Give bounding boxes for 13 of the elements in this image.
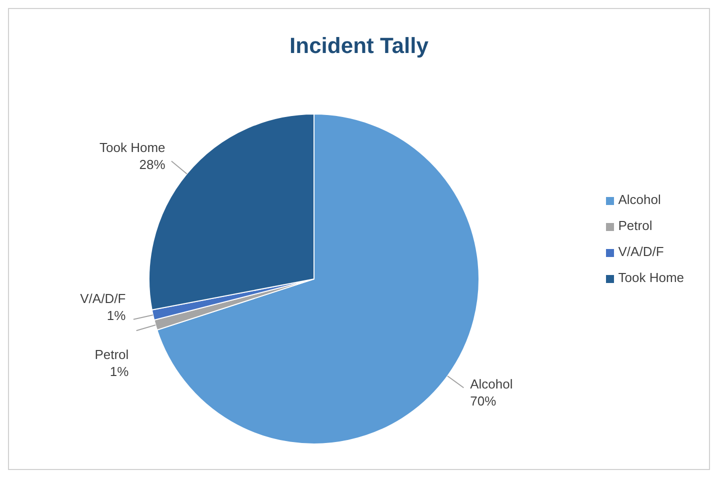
legend-label: V/A/D/F: [618, 244, 664, 259]
data-label: 1%: [106, 308, 126, 324]
slice-label: Petrol: [94, 346, 129, 362]
legend-label: Petrol: [618, 218, 652, 233]
slice-label: Took Home: [100, 140, 166, 155]
legend-label: Alcohol: [618, 192, 661, 207]
chart-title: Incident Tally: [288, 33, 430, 59]
data-label: 28%: [139, 156, 166, 172]
data-label: 1%: [110, 364, 130, 379]
data-label: 70%: [470, 393, 497, 408]
slice-label: V/A/D/F: [80, 291, 126, 306]
legend-label: Took Home: [618, 270, 684, 285]
slice-label: Alcohol: [470, 376, 513, 392]
